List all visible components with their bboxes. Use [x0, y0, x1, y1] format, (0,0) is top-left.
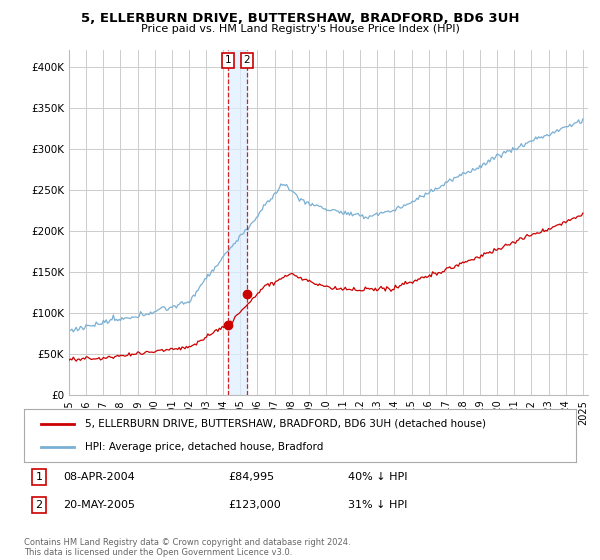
Text: 20-MAY-2005: 20-MAY-2005 [63, 500, 135, 510]
Text: £84,995: £84,995 [228, 472, 274, 482]
Text: 08-APR-2004: 08-APR-2004 [63, 472, 135, 482]
Text: Price paid vs. HM Land Registry's House Price Index (HPI): Price paid vs. HM Land Registry's House … [140, 24, 460, 34]
Bar [228, 50, 247, 395]
Text: 2: 2 [35, 500, 43, 510]
Text: 2: 2 [244, 55, 250, 66]
Text: HPI: Average price, detached house, Bradford: HPI: Average price, detached house, Brad… [85, 442, 323, 452]
Text: 5, ELLERBURN DRIVE, BUTTERSHAW, BRADFORD, BD6 3UH: 5, ELLERBURN DRIVE, BUTTERSHAW, BRADFORD… [81, 12, 519, 25]
Text: £123,000: £123,000 [228, 500, 281, 510]
Text: 31% ↓ HPI: 31% ↓ HPI [348, 500, 407, 510]
Text: Contains HM Land Registry data © Crown copyright and database right 2024.
This d: Contains HM Land Registry data © Crown c… [24, 538, 350, 557]
Text: 5, ELLERBURN DRIVE, BUTTERSHAW, BRADFORD, BD6 3UH (detached house): 5, ELLERBURN DRIVE, BUTTERSHAW, BRADFORD… [85, 419, 486, 429]
Text: 1: 1 [224, 55, 231, 66]
Text: 1: 1 [35, 472, 43, 482]
Text: 40% ↓ HPI: 40% ↓ HPI [348, 472, 407, 482]
